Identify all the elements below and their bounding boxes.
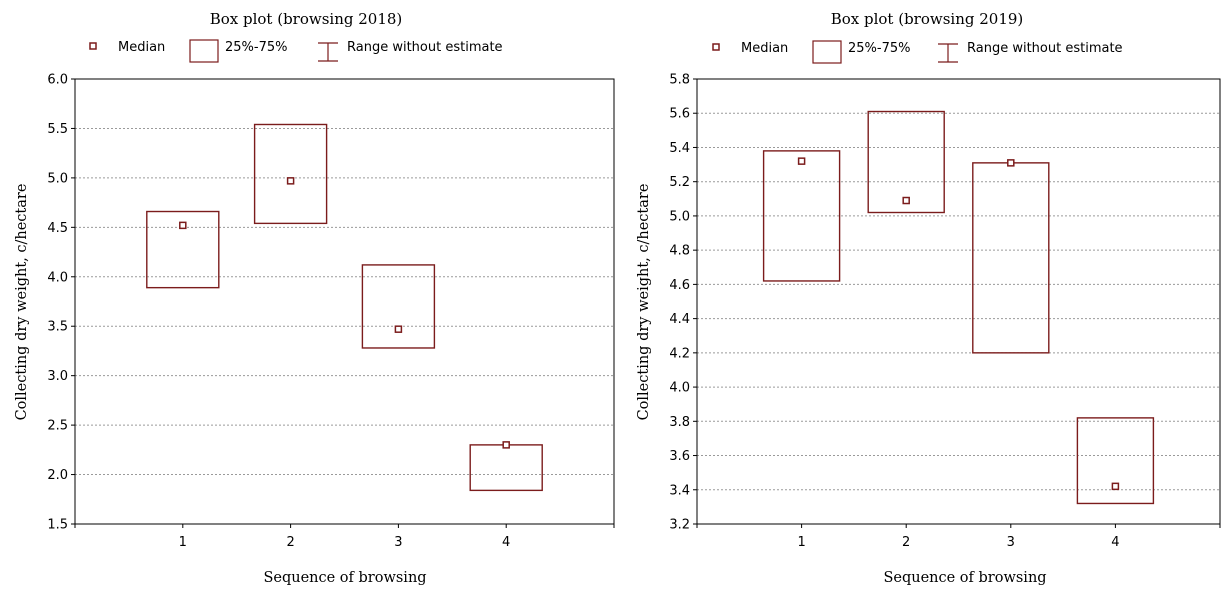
boxes (762, 110, 1155, 505)
y-tick-label: 4.8 (669, 244, 690, 259)
y-tick-label: 3.4 (669, 483, 690, 498)
median-marker (797, 157, 806, 165)
x-axis-title: Sequence of browsing (263, 570, 426, 586)
gridlines (693, 78, 1220, 525)
y-tick-label: 5.6 (669, 107, 690, 122)
box-iqr (361, 264, 436, 349)
y-tick-label: 5.8 (669, 73, 690, 88)
legend-median-label: Median (118, 40, 165, 55)
legend-range-label: Range without estimate (347, 40, 503, 55)
box-iqr (253, 123, 328, 225)
x-tick-label: 1 (179, 535, 187, 550)
legend-median-marker (712, 43, 720, 51)
y-tick-label: 3.0 (47, 369, 68, 384)
box-iqr (972, 162, 1050, 354)
chart-panel-2019: Box plot (browsing 2019) Median 25%-75% … (636, 10, 1221, 586)
boxes (146, 123, 543, 492)
legend-box-marker (189, 39, 219, 63)
box-iqr (469, 444, 543, 492)
y-tick-label: 5.0 (669, 209, 690, 224)
y-tick-label: 4.5 (47, 221, 68, 236)
gridlines (71, 78, 614, 525)
box-iqr (867, 110, 945, 214)
plot-frame (74, 78, 615, 525)
y-tick-label: 4.2 (669, 346, 690, 361)
y-tick-label: 5.0 (47, 171, 68, 186)
x-tick-label: 3 (394, 535, 402, 550)
median-marker (1007, 159, 1015, 167)
y-tick-label: 3.8 (669, 415, 690, 430)
y-tick-label: 4.4 (669, 312, 690, 327)
x-tick-label: 2 (286, 535, 294, 550)
y-tick-label: 2.0 (47, 468, 68, 483)
x-axis-title: Sequence of browsing (883, 570, 1046, 586)
y-tick-label: 3.5 (47, 320, 68, 335)
legend-box-marker (812, 40, 842, 64)
x-tick-labels: 1 2 3 4 (74, 524, 615, 550)
median-marker (179, 221, 187, 230)
legend-range-marker (938, 43, 958, 63)
x-tick-label: 4 (1111, 535, 1119, 550)
legend-range-label: Range without estimate (967, 41, 1123, 56)
chart-title: Box plot (browsing 2018) (210, 10, 403, 28)
legend-median-label: Median (741, 41, 788, 56)
y-tick-label: 4.6 (669, 278, 690, 293)
y-tick-label: 1.5 (47, 518, 68, 533)
y-tick-label: 4.0 (669, 381, 690, 396)
legend: Median 25%-75% Range without estimate (89, 39, 503, 63)
y-tick-labels: 3.2 3.4 3.6 3.8 4.0 4.2 4.4 4.6 4.8 5.0 5.2 5.4 5.6 5… (669, 73, 690, 533)
legend-range-marker (318, 42, 338, 62)
y-tick-label: 6.0 (47, 73, 68, 88)
y-tick-label: 3.2 (669, 518, 690, 533)
y-tick-label: 5.5 (47, 122, 68, 137)
x-tick-label: 2 (902, 535, 910, 550)
chart-title: Box plot (browsing 2019) (831, 10, 1024, 28)
legend-median-marker (89, 42, 97, 50)
y-tick-label: 2.5 (47, 419, 68, 434)
y-tick-label: 4.0 (47, 270, 68, 285)
median-marker (1111, 482, 1120, 491)
median-marker (902, 196, 910, 205)
box-iqr (1076, 417, 1155, 505)
x-tick-label: 4 (502, 535, 510, 550)
median-marker (286, 177, 295, 185)
y-tick-labels: 1.5 2.0 2.5 3.0 3.5 4.0 4.5 5.0 5.5 6.0 (47, 73, 68, 533)
median-marker (394, 325, 403, 333)
x-tick-labels: 1 2 3 4 (696, 524, 1221, 550)
box-iqr (762, 150, 841, 282)
y-tick-label: 3.6 (669, 449, 690, 464)
x-tick-label: 1 (797, 535, 805, 550)
chart-panel-2018: Box plot (browsing 2018) Median 25%-75% … (14, 10, 615, 586)
legend-box-label: 25%-75% (848, 41, 910, 56)
median-marker (502, 441, 510, 449)
y-tick-label: 5.4 (669, 141, 690, 156)
box-iqr (146, 210, 220, 289)
y-tick-label: 5.2 (669, 175, 690, 190)
x-tick-label: 3 (1007, 535, 1015, 550)
legend: Median 25%-75% Range without estimate (712, 40, 1123, 64)
y-axis-title: Collecting dry weight, c/hectare (14, 184, 30, 421)
y-axis-title: Collecting dry weight, c/hectare (636, 184, 652, 421)
plot-frame (696, 78, 1221, 525)
legend-box-label: 25%-75% (225, 40, 287, 55)
